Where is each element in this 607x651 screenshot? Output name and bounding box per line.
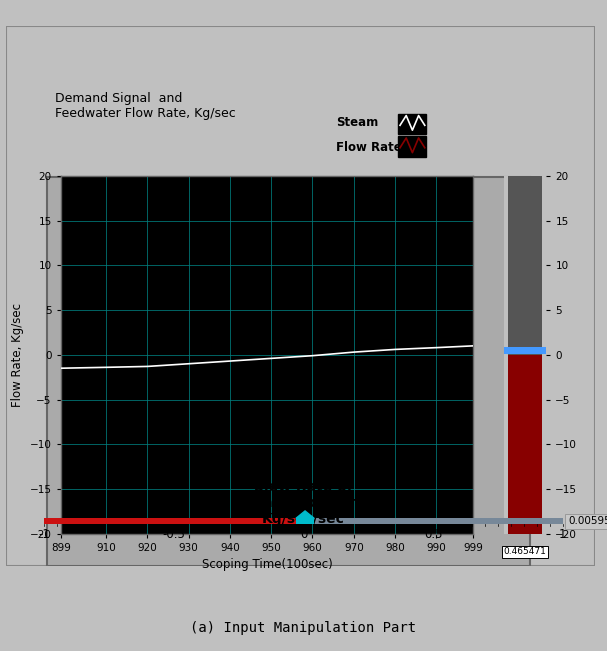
Bar (508, 176, 542, 355)
Text: Flow Rate: Flow Rate (336, 141, 402, 154)
Text: Steam: Steam (336, 117, 378, 130)
FancyBboxPatch shape (6, 26, 595, 566)
Bar (305, 518, 563, 525)
Text: -1: -1 (38, 528, 50, 541)
Bar (508, 355, 542, 534)
FancyBboxPatch shape (398, 136, 426, 156)
Text: -0.5: -0.5 (163, 528, 185, 541)
Text: 0.5: 0.5 (424, 528, 443, 541)
Bar (44, 518, 305, 525)
Text: 0.005952:: 0.005952: (568, 516, 607, 527)
Text: (a) Input Manipulation Part: (a) Input Manipulation Part (191, 621, 416, 635)
Y-axis label: Flow Rate, Kg/sec: Flow Rate, Kg/sec (11, 303, 24, 407)
Polygon shape (296, 511, 314, 518)
Text: 0: 0 (300, 528, 307, 541)
Bar (296, 518, 314, 525)
Bar (504, 347, 546, 354)
FancyBboxPatch shape (398, 114, 426, 134)
Text: Slew Rate of
Steam Flow Rate
Kg/sec/sec: Slew Rate of Steam Flow Rate Kg/sec/sec (237, 480, 370, 526)
X-axis label: Scoping Time(100sec): Scoping Time(100sec) (202, 559, 333, 572)
FancyBboxPatch shape (47, 177, 530, 566)
Text: 1: 1 (559, 528, 566, 541)
Text: Demand Signal  and
Feedwater Flow Rate, Kg/sec: Demand Signal and Feedwater Flow Rate, K… (55, 92, 236, 120)
Text: 0.465471: 0.465471 (504, 547, 546, 556)
